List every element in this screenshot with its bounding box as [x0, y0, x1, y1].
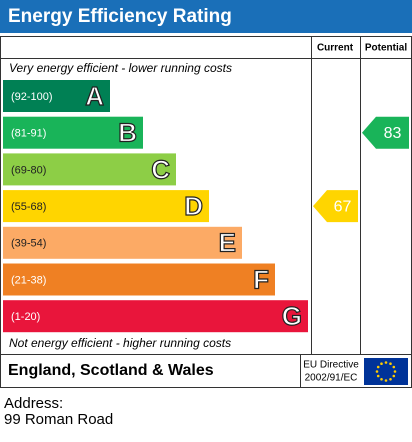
column-header: Current	[317, 43, 354, 54]
band-range: (69-80)	[11, 164, 46, 176]
band-range: (55-68)	[11, 201, 46, 213]
band-letter: E	[219, 228, 236, 258]
address: 99 Roman Road	[4, 411, 113, 428]
eu-star	[392, 374, 396, 378]
eu-stars	[375, 361, 397, 382]
chart-title: Energy Efficiency Rating	[8, 6, 232, 27]
eu-star	[375, 370, 379, 373]
eu-star	[389, 362, 392, 366]
eu-star	[389, 377, 392, 381]
rating-arrow	[362, 116, 409, 149]
region: England, Scotland & Wales	[8, 362, 214, 379]
eu-star	[376, 374, 380, 378]
band-range: (92-100)	[11, 91, 53, 103]
rating-arrow	[313, 190, 358, 223]
eu-star	[393, 370, 397, 373]
band-bar	[3, 153, 176, 186]
band-bar	[3, 300, 308, 333]
top-note: Very energy efficient - lower running co…	[9, 61, 232, 75]
band-bar	[3, 190, 209, 223]
band-letter: D	[184, 191, 203, 221]
band-bar	[3, 226, 242, 259]
eu-star	[380, 377, 383, 381]
bottom-note: Not energy efficient - higher running co…	[9, 336, 231, 350]
column-header: Potential	[365, 43, 407, 54]
band-bar	[3, 263, 275, 296]
band-range: (1-20)	[11, 311, 40, 323]
title-bar	[0, 0, 412, 33]
band-letter: A	[85, 81, 104, 111]
address-label: Address:	[4, 395, 63, 412]
band-range: (21-38)	[11, 274, 46, 286]
eu-star	[384, 361, 388, 364]
rating-value: 67	[334, 198, 352, 215]
eu-star	[384, 379, 388, 382]
band-bar	[3, 80, 110, 112]
directive: 2002/91/EC	[305, 373, 358, 384]
band-range: (39-54)	[11, 238, 46, 250]
band-letter: G	[282, 301, 302, 331]
band-bar	[3, 116, 143, 149]
band-letter: C	[151, 154, 170, 184]
eu-star	[392, 365, 396, 369]
band-letter: F	[253, 264, 269, 294]
rating-value: 83	[384, 125, 402, 142]
directive: EU Directive	[303, 360, 359, 371]
eu-star	[380, 362, 383, 366]
eu-star	[376, 365, 380, 369]
band-range: (81-91)	[11, 128, 46, 140]
band-letter: B	[118, 118, 137, 148]
